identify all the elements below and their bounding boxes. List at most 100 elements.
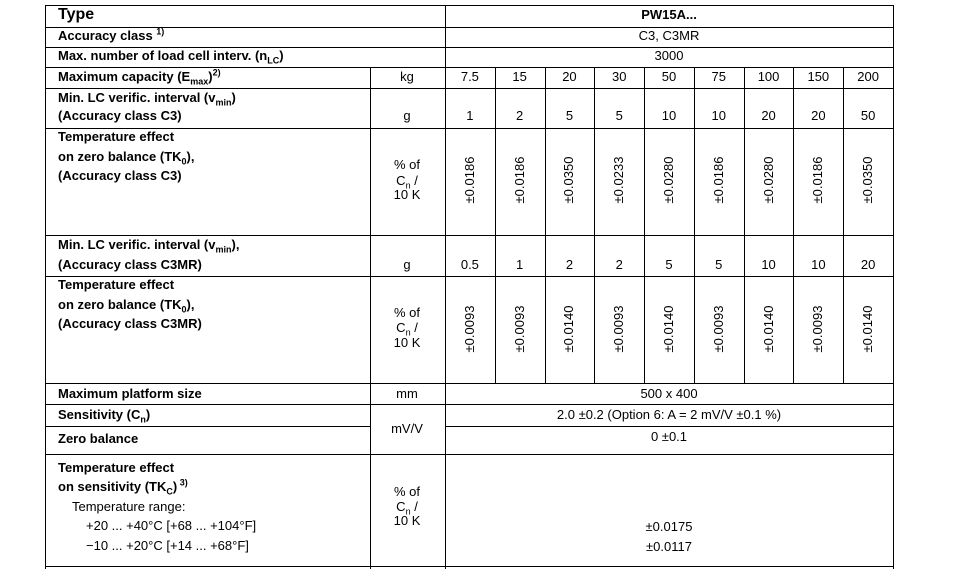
value: 15 — [512, 69, 527, 84]
rule — [45, 128, 894, 129]
text-part: n — [405, 506, 411, 517]
value: 5 — [615, 108, 623, 123]
rule — [644, 67, 645, 88]
value: ±0.0093 — [810, 305, 826, 353]
value: ±0.0117 — [646, 539, 692, 554]
rule — [744, 128, 745, 235]
text-part: Maximum platform size — [58, 386, 202, 401]
text-part: (Accuracy class C3) — [58, 108, 182, 123]
rule — [45, 88, 46, 128]
rule — [545, 276, 546, 383]
text-part: / — [410, 499, 418, 514]
text-part: n — [405, 327, 411, 338]
rule — [495, 235, 496, 276]
rule — [370, 426, 371, 454]
text-part: (Accuracy class C3MR) — [58, 257, 202, 272]
rule — [644, 235, 645, 276]
rule — [793, 67, 794, 88]
rule — [545, 128, 546, 235]
text-part: ) — [231, 90, 236, 105]
text-part: C — [396, 320, 406, 335]
rule — [843, 88, 844, 128]
text-part: g — [403, 108, 411, 123]
text-part: C — [166, 486, 173, 497]
rule — [45, 426, 371, 427]
rule — [893, 235, 894, 276]
value: 50 — [661, 69, 677, 84]
rule — [370, 383, 371, 404]
row-label: (Accuracy class C3MR) — [58, 316, 202, 332]
rule — [445, 128, 446, 235]
text-part: 10 K — [393, 187, 421, 202]
text-part: on zero balance (TK — [58, 149, 182, 164]
rule — [370, 235, 371, 276]
rule — [644, 128, 645, 235]
text-part: % of — [393, 305, 421, 320]
text-part: kg — [400, 69, 414, 84]
rule — [45, 67, 46, 88]
rule — [893, 404, 894, 426]
text-part: min — [215, 97, 232, 108]
text-part: ) — [172, 479, 178, 494]
row-label: Accuracy class 1) — [58, 26, 165, 44]
text-part: Zero balance — [58, 431, 139, 446]
text-part: C — [396, 173, 406, 188]
value: C3, C3MR — [638, 28, 700, 43]
unit: % of — [394, 157, 420, 173]
rule — [694, 276, 695, 383]
row-label: Min. LC verific. interval (vmin), — [58, 237, 239, 254]
value: 2 — [615, 257, 623, 272]
rule — [893, 454, 894, 569]
value: ±0.0140 — [760, 305, 776, 353]
rule — [843, 235, 844, 276]
rule — [370, 88, 371, 128]
text-part: 1) — [156, 26, 165, 37]
rule — [445, 426, 446, 454]
value: ±0.0350 — [561, 156, 577, 204]
rule — [45, 47, 894, 48]
rule — [370, 454, 371, 569]
rule — [445, 47, 446, 67]
value: ±0.0186 — [511, 156, 527, 204]
rule — [45, 235, 894, 236]
rule — [545, 235, 546, 276]
unit: Cn / — [396, 320, 418, 338]
rule — [694, 235, 695, 276]
rule — [45, 88, 894, 89]
row-label: Min. LC verific. interval (vmin) — [58, 90, 236, 108]
rule — [893, 128, 894, 235]
text-part: Accuracy class — [58, 28, 157, 43]
unit: mV/V — [391, 421, 423, 437]
rule — [893, 5, 894, 27]
unit: g — [403, 257, 410, 273]
row-label: Temperature effect — [58, 460, 174, 476]
value: 150 — [807, 69, 830, 84]
rule — [445, 88, 446, 128]
text-part: 10 K — [393, 513, 421, 528]
row-label: (Accuracy class C3MR) — [58, 257, 202, 273]
row-label: on sensitivity (TKC) 3) — [58, 478, 188, 497]
value: ±0.0233 — [611, 156, 627, 204]
text-part: Min. LC verific. interval (v — [58, 237, 216, 252]
text-part: ) — [279, 48, 284, 63]
value: ±0.0186 — [810, 156, 826, 204]
rule — [445, 67, 446, 88]
rule — [594, 67, 595, 88]
value: 5 — [565, 108, 574, 123]
rule — [45, 383, 894, 384]
text-part: n — [140, 414, 146, 425]
value: 7.5 — [460, 69, 479, 84]
rule — [445, 276, 446, 383]
text-part: Temperature range: — [72, 499, 186, 514]
unit: Cn / — [396, 499, 418, 517]
value: ±0.0186 — [461, 156, 477, 204]
text-part: ) — [145, 407, 151, 422]
rule — [594, 235, 595, 276]
rule — [370, 128, 371, 235]
rule — [545, 88, 546, 128]
row-label: Type — [58, 7, 94, 23]
value: ±0.0350 — [860, 156, 876, 204]
rule — [45, 27, 894, 28]
value: 75 — [711, 69, 726, 84]
